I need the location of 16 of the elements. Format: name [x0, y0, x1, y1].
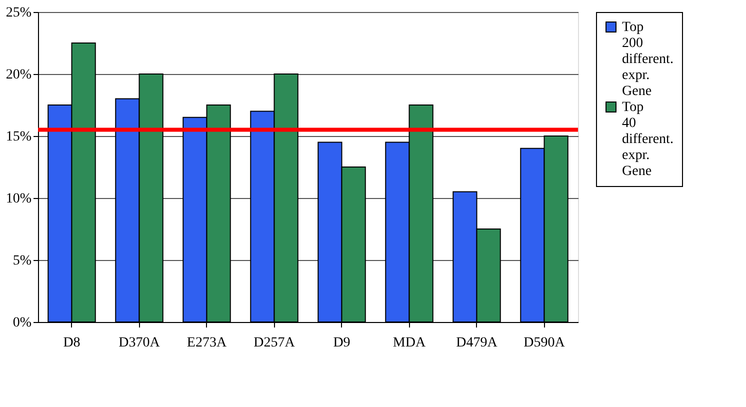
x-tick-label: D479A: [456, 336, 498, 350]
x-tick-label: D257A: [254, 336, 296, 350]
y-tick-label: 15%: [6, 130, 32, 144]
x-tick-label: D590A: [524, 336, 566, 350]
y-tick-label: 0%: [12, 316, 32, 330]
y-tick-label: 20%: [6, 68, 32, 82]
legend-label: Top 200 different. expr. Gene: [622, 20, 674, 99]
x-tick-label: D370A: [118, 336, 161, 350]
y-tick-label: 10%: [6, 192, 32, 206]
y-tick-label: 25%: [6, 6, 32, 20]
y-tick-label: 5%: [12, 254, 32, 268]
x-tick-label: D8: [63, 336, 80, 350]
x-tick-label: D9: [333, 336, 350, 350]
x-tick-label: E273A: [186, 336, 228, 350]
x-tick-label: MDA: [392, 336, 426, 350]
legend-label: Top 40 different. expr. Gene: [622, 100, 674, 179]
